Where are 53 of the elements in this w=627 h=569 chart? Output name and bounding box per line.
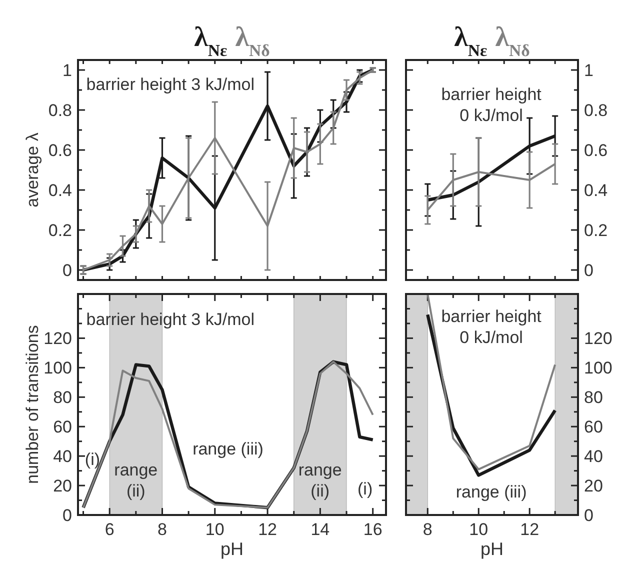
y-tick-label: 120: [584, 329, 612, 348]
y-tick-label: 0: [584, 506, 594, 525]
y-tick-label: 40: [53, 447, 72, 466]
annotation: range (iii): [456, 482, 527, 502]
x-tick-label: 14: [310, 520, 330, 539]
y-tick-label: 1: [584, 61, 594, 80]
y-tick-label: 80: [584, 388, 603, 408]
y-tick-label: 0: [584, 261, 594, 280]
annotation: barrier height 3 kJ/mol: [86, 310, 254, 329]
annotation: (i): [84, 450, 100, 470]
x-axis-title: pH: [220, 539, 244, 559]
y-tick-label: 100: [584, 358, 612, 378]
y-tick-label: 0.8: [48, 101, 72, 120]
x-tick-label: 16: [363, 520, 382, 539]
y-tick-label: 60: [584, 418, 603, 437]
text: λ$_{Nδ}$: [235, 22, 270, 60]
x-tick-label: 10: [205, 520, 224, 539]
annotation: range (ii): [298, 460, 342, 500]
annotation: barrier height 0 kJ/mol: [441, 85, 542, 126]
y-tick-label: 0: [62, 506, 72, 525]
y-tick-label: 60: [53, 418, 72, 437]
y-tick-label: 0.6: [584, 141, 608, 160]
y-tick-label: 0.4: [584, 181, 608, 200]
x-tick-label: 12: [520, 520, 540, 539]
y-tick-label: 0.2: [584, 221, 608, 240]
text: λ$_{Nδ}$: [495, 22, 530, 60]
y-tick-label: 80: [53, 388, 72, 408]
y-tick-label: 0.2: [48, 221, 72, 240]
text: λ$_{Nε}$: [194, 22, 228, 60]
text: λ$_{Nε}$: [454, 22, 488, 60]
annotation: range (ii): [114, 460, 158, 500]
annotation: barrier height 0 kJ/mol: [441, 307, 542, 348]
x-tick-label: 6: [104, 520, 114, 539]
x-tick-label: 12: [258, 520, 277, 539]
x-axis-title: pH: [480, 539, 504, 559]
y-tick-label: 0.6: [48, 141, 72, 160]
y-axis-title: average λ: [23, 132, 42, 208]
x-tick-label: 8: [422, 520, 432, 539]
annotation: (i): [358, 479, 373, 498]
x-tick-label: 10: [469, 520, 488, 539]
y-tick-label: 0: [62, 261, 72, 280]
y-tick-label: 0.4: [48, 181, 72, 200]
y-tick-label: 40: [584, 447, 603, 466]
x-tick-label: 8: [158, 520, 167, 539]
annotation: range (iii): [192, 440, 264, 459]
annotation: barrier height 3 kJ/mol: [86, 75, 254, 94]
y-tick-label: 120: [44, 329, 72, 348]
y-tick-label: 100: [44, 358, 72, 378]
y-tick-label: 20: [53, 476, 72, 496]
y-tick-label: 20: [584, 476, 603, 496]
y-axis-title: number of transitions: [23, 325, 42, 484]
y-tick-label: 0.8: [584, 101, 608, 120]
y-tick-label: 1: [62, 61, 72, 80]
